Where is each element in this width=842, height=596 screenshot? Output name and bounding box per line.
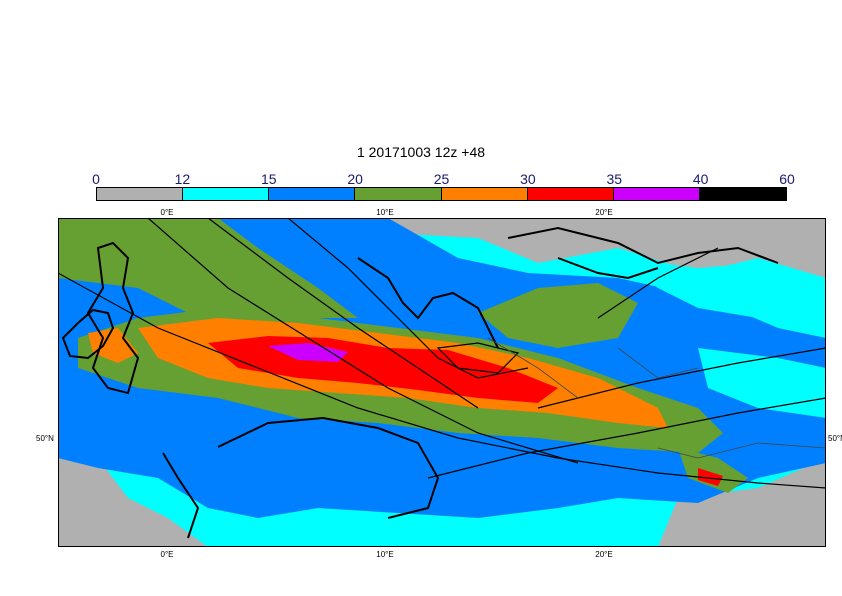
lon-tick-bottom: 0°E [160, 550, 174, 559]
field-25-se [678, 448, 748, 493]
colorbar-labels: 0 12 15 20 25 30 35 40 60 [92, 171, 795, 187]
border-lines [487, 337, 826, 459]
colorbar-segment [183, 188, 270, 200]
cyan-patch-ne [618, 258, 826, 338]
land-gray-north [298, 218, 826, 278]
colorbar-segment [613, 188, 700, 200]
colorbar-label: 20 [347, 171, 363, 187]
colorbar-segment [355, 188, 442, 200]
lat-label-left: 50°N [36, 434, 54, 443]
contour-lines [58, 218, 826, 489]
colorbar-label: 25 [433, 171, 450, 187]
map-plot [58, 218, 826, 547]
colorbar-label: 60 [779, 171, 795, 187]
lon-tick-top: 0°E [160, 208, 174, 217]
map-title: 1 20171003 12z +48 [356, 144, 486, 160]
colorbar [96, 187, 787, 201]
field-25-west [58, 218, 358, 318]
colorbar-segment [97, 188, 184, 200]
colorbar-label: 15 [260, 171, 277, 187]
colorbar-segment [441, 188, 528, 200]
colorbar-label: 35 [606, 171, 623, 187]
field-30-west [88, 328, 138, 363]
lon-tick-top: 20°E [595, 208, 613, 217]
colorbar-segment [269, 188, 356, 200]
map-svg [58, 218, 826, 547]
colorbar-segment [527, 188, 614, 200]
field-35-se [698, 468, 723, 486]
land-gray-southeast [658, 458, 826, 547]
cyan-patch-e [698, 348, 826, 418]
lon-tick-bottom: 10°E [376, 550, 394, 559]
coastlines [61, 226, 779, 539]
colorbar-label: 0 [92, 171, 100, 187]
land-gray-south [58, 448, 208, 547]
lon-tick-bottom: 20°E [595, 550, 613, 559]
lon-tick-top: 10°E [376, 208, 394, 217]
colorbar-label: 40 [692, 171, 709, 187]
field-40 [268, 343, 348, 362]
lat-label-right: 50°N [828, 434, 842, 443]
colorbar-segment [699, 188, 786, 200]
colorbar-label: 12 [174, 171, 191, 187]
colorbar-label: 30 [520, 171, 536, 187]
field-25-baltic [478, 283, 638, 348]
